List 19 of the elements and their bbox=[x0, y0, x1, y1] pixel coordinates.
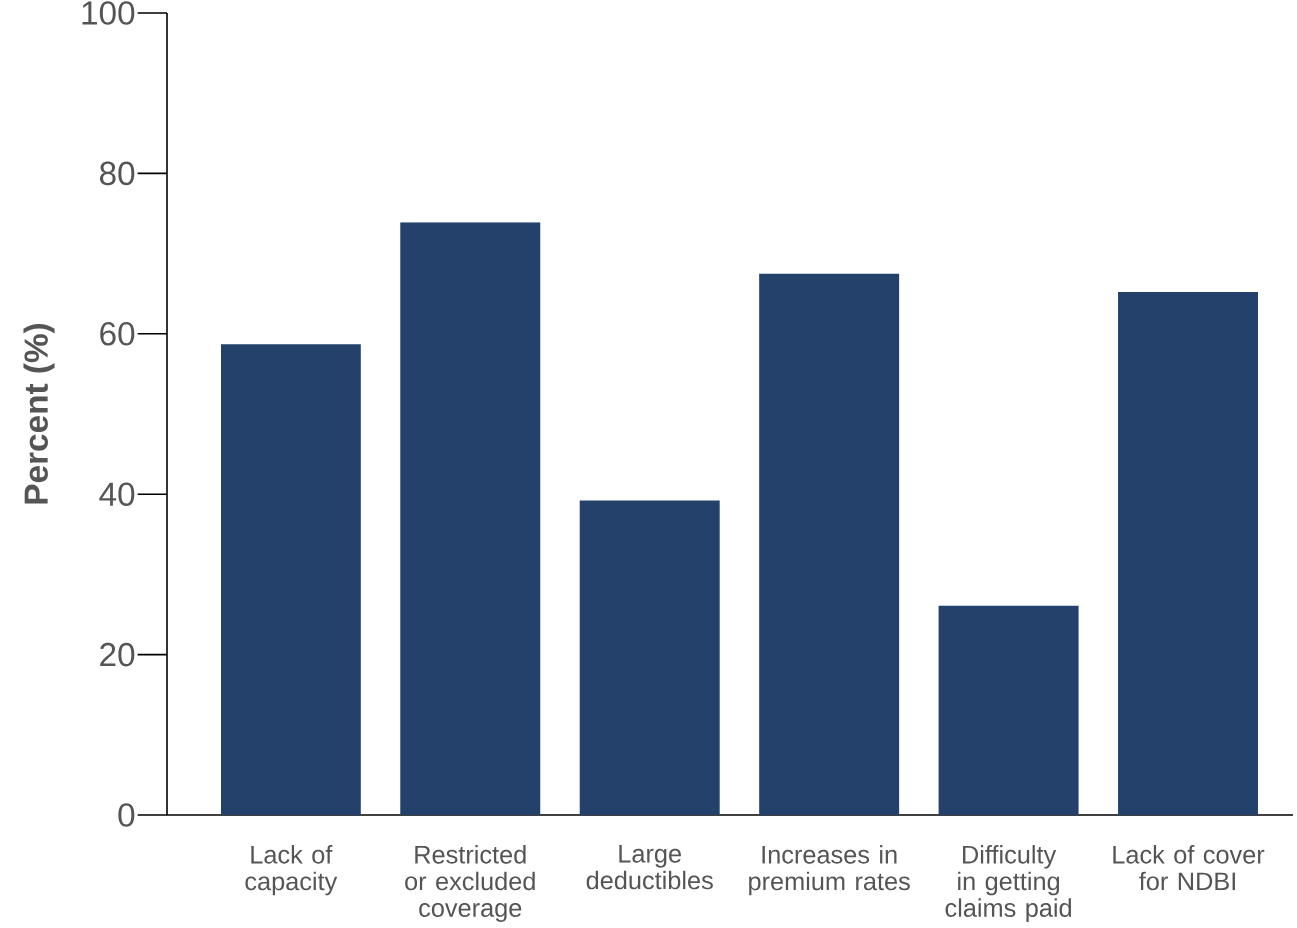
bar bbox=[759, 273, 900, 815]
y-tick-label: 20 bbox=[100, 642, 135, 667]
y-tick-label: 60 bbox=[100, 321, 135, 346]
bar bbox=[220, 344, 361, 815]
bar bbox=[938, 605, 1079, 815]
x-tick-label: Lack of capacity bbox=[245, 845, 338, 896]
bar bbox=[579, 500, 720, 815]
x-tick-label: Difficulty in getting claims paid bbox=[945, 845, 1071, 922]
x-tick-label: Increases in premium rates bbox=[749, 845, 910, 896]
x-tick-label: Lack of cover for NDBI bbox=[1113, 845, 1265, 891]
y-tick-label: 100 bbox=[82, 1, 135, 25]
y-tick-label: 40 bbox=[99, 482, 135, 506]
y-tick-label: 0 bbox=[118, 803, 135, 827]
x-tick-label: Restricted or excluded coverage bbox=[405, 845, 535, 922]
x-tick-label: Large deductibles bbox=[586, 845, 713, 890]
bar bbox=[1118, 292, 1259, 815]
y-tick-label: 80 bbox=[99, 161, 135, 186]
bar bbox=[400, 222, 541, 815]
y-axis-title: Percent (%) bbox=[23, 324, 55, 504]
